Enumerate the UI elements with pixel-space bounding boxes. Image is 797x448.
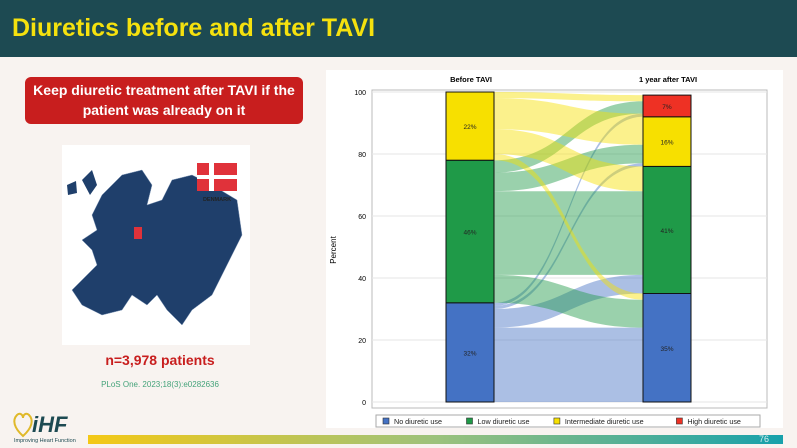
legend-label: No diuretic use [394,417,442,426]
europe-map-shape [71,169,243,326]
bar-data-label: 7% [662,104,672,111]
legend-swatch [553,417,561,425]
flow-band [494,154,643,300]
bar-segment [642,116,692,167]
ihf-logo: iHF Improving Heart Function [13,412,76,444]
bar-segment [642,165,692,294]
flow-band [494,163,643,309]
legend-label: Intermediate diuretic use [565,417,644,426]
slide-title: Diuretics before and after TAVI [12,14,376,42]
heart-logo-icon [13,412,33,438]
flow-band [494,191,643,275]
flow-band [494,274,643,328]
legend-label: Low diuretic use [478,417,530,426]
bar-data-label: 32% [463,350,476,357]
footer-bar [88,435,783,444]
bar-segment [445,302,495,403]
alluvial-chart: 32% 46% 22% 35% 41% 16% 7% 0 20 40 60 80 100 Before … [329,75,768,428]
y-tick-label: 80 [358,152,366,159]
flow-band [494,101,643,173]
bar-segment [445,159,495,304]
y-tick-label: 100 [354,90,366,97]
europe-map: DENMARK [62,145,250,345]
denmark-flag-icon [197,163,237,191]
page-number: 76 [758,434,769,444]
plot-frame [371,89,768,409]
bar-segment [445,91,495,161]
legend-label: High diuretic use [687,417,741,426]
bar-data-label: 46% [463,230,476,237]
bar-data-label: 41% [660,228,673,235]
reference: PLoS One. 2023;18(3):e0282636 [101,380,219,389]
flow-band [494,113,643,306]
y-tick-label: 40 [358,276,366,283]
chart-panel: 32% 46% 22% 35% 41% 16% 7% 0 20 40 60 80 100 Before … [326,70,783,428]
map-label: DENMARK [203,197,231,203]
y-tick-label: 60 [358,214,366,221]
legend-swatch [676,417,683,425]
legend-swatch [382,417,390,425]
legend-swatch [466,417,473,425]
flow-band [494,98,643,145]
flow-band [494,274,643,328]
patient-count: n=3,978 patients [105,352,215,368]
bar-segment [642,94,692,118]
y-tick-label: 0 [362,400,366,407]
legend: No diuretic use Low diuretic use Intermedi… [375,414,761,428]
denmark-highlight [134,227,142,239]
bar-data-label: 16% [660,140,673,147]
bar-data-label: 22% [463,124,476,131]
category-label-after: 1 year after TAVI [639,75,697,84]
flow-band [494,144,643,192]
flow-band [494,129,643,192]
y-axis-label: Percent [329,235,338,263]
category-label-before: Before TAVI [450,75,492,84]
flow-band [494,92,643,102]
y-tick-label: 20 [358,338,366,345]
bar-data-label: 35% [660,346,673,353]
flow-band [494,327,643,402]
callout-box: Keep diuretic treatment after TAVI if th… [25,77,303,124]
bar-segment [642,293,692,403]
slide-header [0,0,797,57]
